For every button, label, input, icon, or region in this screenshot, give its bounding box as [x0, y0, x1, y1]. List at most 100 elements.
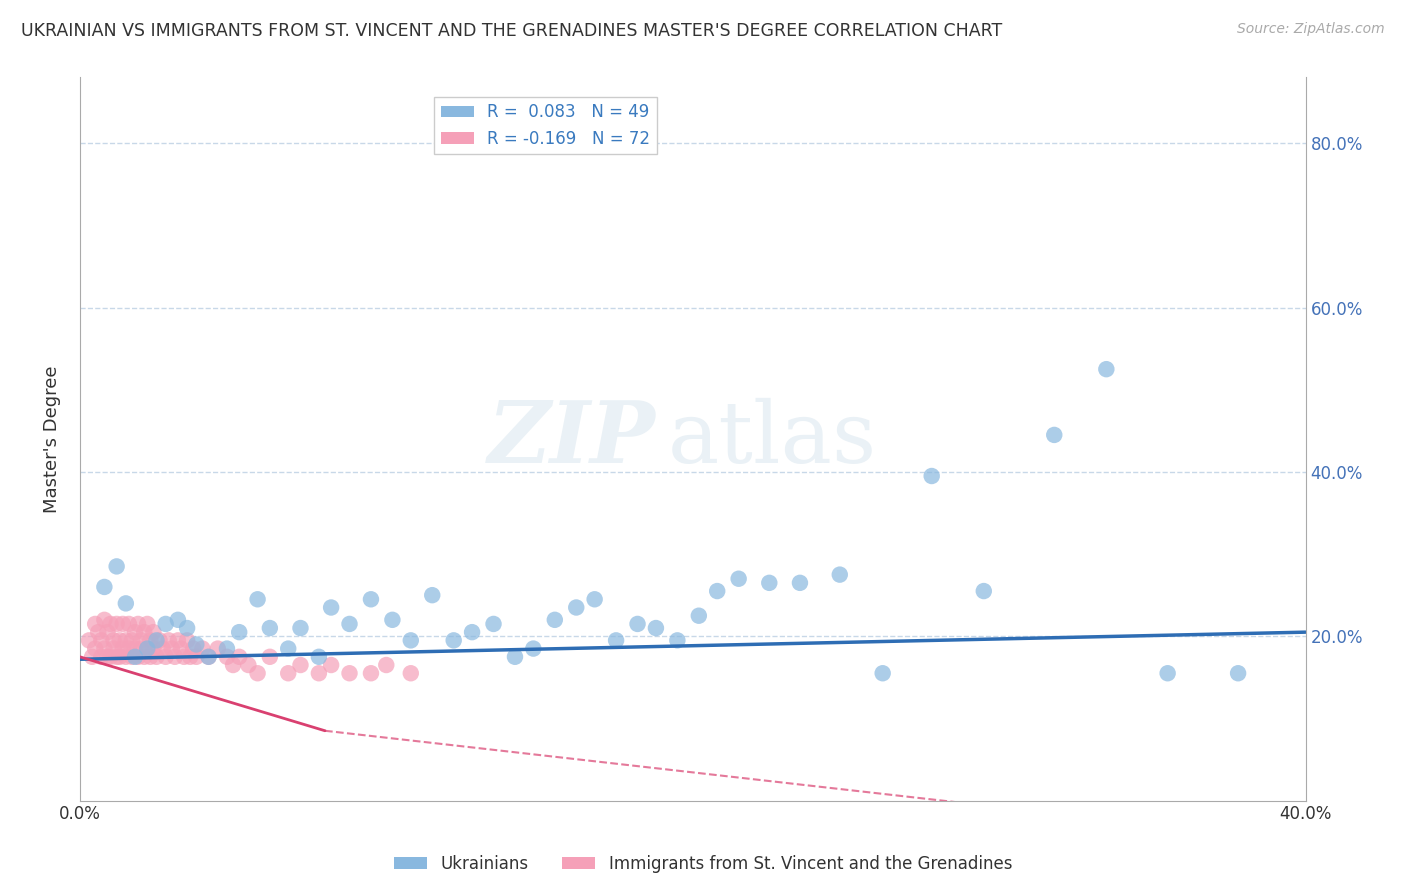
- Point: [360, 666, 382, 681]
- Point: [503, 649, 526, 664]
- Point: [157, 633, 180, 648]
- Point: [124, 625, 146, 640]
- Point: [176, 621, 198, 635]
- Point: [96, 625, 118, 640]
- Legend: R =  0.083   N = 49, R = -0.169   N = 72: R = 0.083 N = 49, R = -0.169 N = 72: [434, 96, 657, 154]
- Point: [381, 613, 404, 627]
- Point: [339, 666, 361, 681]
- Point: [100, 649, 122, 664]
- Point: [758, 575, 780, 590]
- Point: [114, 596, 136, 610]
- Point: [173, 649, 195, 664]
- Point: [90, 649, 112, 664]
- Point: [111, 616, 134, 631]
- Point: [93, 613, 115, 627]
- Y-axis label: Master's Degree: Master's Degree: [44, 366, 60, 513]
- Point: [215, 649, 238, 664]
- Point: [87, 625, 110, 640]
- Text: UKRAINIAN VS IMMIGRANTS FROM ST. VINCENT AND THE GRENADINES MASTER'S DEGREE CORR: UKRAINIAN VS IMMIGRANTS FROM ST. VINCENT…: [21, 22, 1002, 40]
- Point: [152, 641, 174, 656]
- Point: [105, 616, 128, 631]
- Point: [108, 649, 131, 664]
- Point: [688, 608, 710, 623]
- Point: [111, 641, 134, 656]
- Point: [1043, 428, 1066, 442]
- Point: [626, 616, 648, 631]
- Point: [139, 633, 162, 648]
- Point: [246, 592, 269, 607]
- Point: [222, 658, 245, 673]
- Point: [420, 588, 443, 602]
- Point: [645, 621, 668, 635]
- Point: [108, 633, 131, 648]
- Point: [605, 633, 627, 648]
- Point: [1227, 666, 1250, 681]
- Point: [544, 613, 567, 627]
- Point: [114, 633, 136, 648]
- Point: [121, 649, 143, 664]
- Point: [246, 666, 269, 681]
- Point: [118, 641, 141, 656]
- Point: [179, 649, 201, 664]
- Point: [277, 666, 299, 681]
- Text: Source: ZipAtlas.com: Source: ZipAtlas.com: [1237, 22, 1385, 37]
- Text: ZIP: ZIP: [488, 397, 657, 481]
- Point: [583, 592, 606, 607]
- Point: [93, 641, 115, 656]
- Point: [186, 649, 208, 664]
- Point: [872, 666, 894, 681]
- Point: [82, 649, 104, 664]
- Point: [308, 649, 330, 664]
- Point: [789, 575, 811, 590]
- Point: [191, 641, 214, 656]
- Point: [160, 641, 183, 656]
- Point: [1095, 362, 1118, 376]
- Point: [565, 600, 588, 615]
- Point: [727, 572, 749, 586]
- Point: [77, 633, 100, 648]
- Point: [136, 616, 159, 631]
- Point: [228, 649, 250, 664]
- Point: [461, 625, 484, 640]
- Point: [228, 625, 250, 640]
- Point: [118, 616, 141, 631]
- Point: [399, 666, 422, 681]
- Point: [90, 633, 112, 648]
- Point: [339, 616, 361, 631]
- Point: [238, 658, 260, 673]
- Point: [828, 567, 851, 582]
- Point: [207, 641, 229, 656]
- Point: [522, 641, 544, 656]
- Point: [706, 584, 728, 599]
- Point: [290, 621, 312, 635]
- Point: [167, 613, 190, 627]
- Point: [259, 621, 281, 635]
- Point: [142, 641, 165, 656]
- Point: [277, 641, 299, 656]
- Point: [321, 658, 343, 673]
- Point: [121, 633, 143, 648]
- Point: [114, 649, 136, 664]
- Point: [197, 649, 219, 664]
- Point: [129, 641, 152, 656]
- Legend: Ukrainians, Immigrants from St. Vincent and the Grenadines: Ukrainians, Immigrants from St. Vincent …: [387, 848, 1019, 880]
- Point: [360, 592, 382, 607]
- Point: [103, 633, 125, 648]
- Point: [973, 584, 995, 599]
- Point: [84, 616, 107, 631]
- Point: [1156, 666, 1178, 681]
- Point: [134, 625, 156, 640]
- Point: [127, 616, 149, 631]
- Point: [186, 638, 208, 652]
- Point: [921, 469, 943, 483]
- Point: [142, 625, 165, 640]
- Point: [93, 580, 115, 594]
- Point: [666, 633, 689, 648]
- Point: [145, 649, 167, 664]
- Point: [308, 666, 330, 681]
- Point: [148, 633, 170, 648]
- Point: [155, 616, 177, 631]
- Point: [100, 616, 122, 631]
- Point: [136, 641, 159, 656]
- Point: [181, 641, 204, 656]
